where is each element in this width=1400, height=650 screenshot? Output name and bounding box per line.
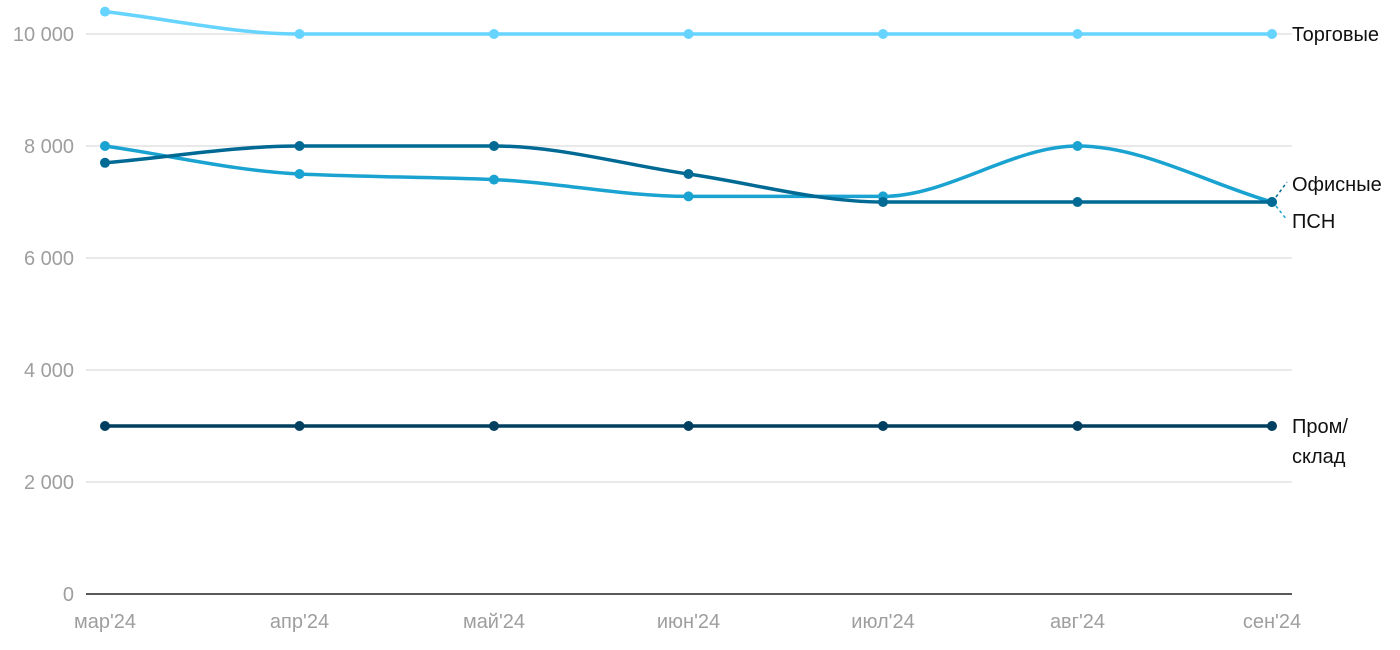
x-tick-label: авг'24 bbox=[1050, 611, 1105, 633]
data-point bbox=[294, 29, 305, 39]
y-tick-label: 0 bbox=[63, 584, 74, 606]
series-label: Офисные bbox=[1292, 174, 1382, 196]
data-point bbox=[294, 141, 305, 151]
x-tick-label: апр'24 bbox=[270, 611, 329, 633]
data-point bbox=[683, 191, 694, 202]
y-tick-label: 2 000 bbox=[24, 472, 74, 494]
data-point bbox=[100, 141, 110, 151]
data-point bbox=[100, 157, 110, 168]
data-point bbox=[683, 421, 694, 431]
series-label: Торговые bbox=[1292, 24, 1379, 46]
data-point bbox=[100, 6, 110, 17]
x-tick-label: сен'24 bbox=[1243, 611, 1301, 633]
data-point bbox=[683, 29, 694, 39]
y-tick-label: 4 000 bbox=[24, 360, 74, 382]
data-point bbox=[1072, 29, 1083, 39]
y-tick-label: 6 000 bbox=[24, 248, 74, 270]
data-point bbox=[294, 421, 305, 431]
label-connector bbox=[1275, 181, 1288, 198]
x-tick-label: июн'24 bbox=[657, 611, 720, 633]
data-point bbox=[1072, 197, 1083, 207]
series-label: склад bbox=[1292, 446, 1346, 468]
data-point bbox=[489, 174, 499, 185]
series-label: ПСН bbox=[1292, 211, 1335, 233]
label-connector bbox=[1275, 205, 1288, 221]
data-point bbox=[100, 421, 110, 431]
data-point bbox=[878, 29, 888, 39]
data-point bbox=[489, 141, 499, 151]
x-tick-label: июл'24 bbox=[851, 611, 914, 633]
data-point bbox=[878, 421, 888, 431]
data-point bbox=[489, 29, 499, 39]
x-tick-label: мар'24 bbox=[74, 611, 136, 633]
data-point bbox=[294, 169, 305, 179]
y-tick-label: 10 000 bbox=[13, 24, 74, 46]
data-point bbox=[489, 421, 499, 431]
data-point bbox=[1267, 29, 1277, 39]
x-tick-label: май'24 bbox=[463, 611, 525, 633]
data-point bbox=[1267, 421, 1277, 431]
data-point bbox=[878, 197, 888, 207]
y-tick-label: 8 000 bbox=[24, 136, 74, 158]
series-label: Пром/ bbox=[1292, 416, 1348, 438]
data-point bbox=[1267, 197, 1277, 207]
data-point bbox=[683, 169, 694, 179]
data-point bbox=[1072, 421, 1083, 431]
data-point bbox=[1072, 141, 1083, 151]
